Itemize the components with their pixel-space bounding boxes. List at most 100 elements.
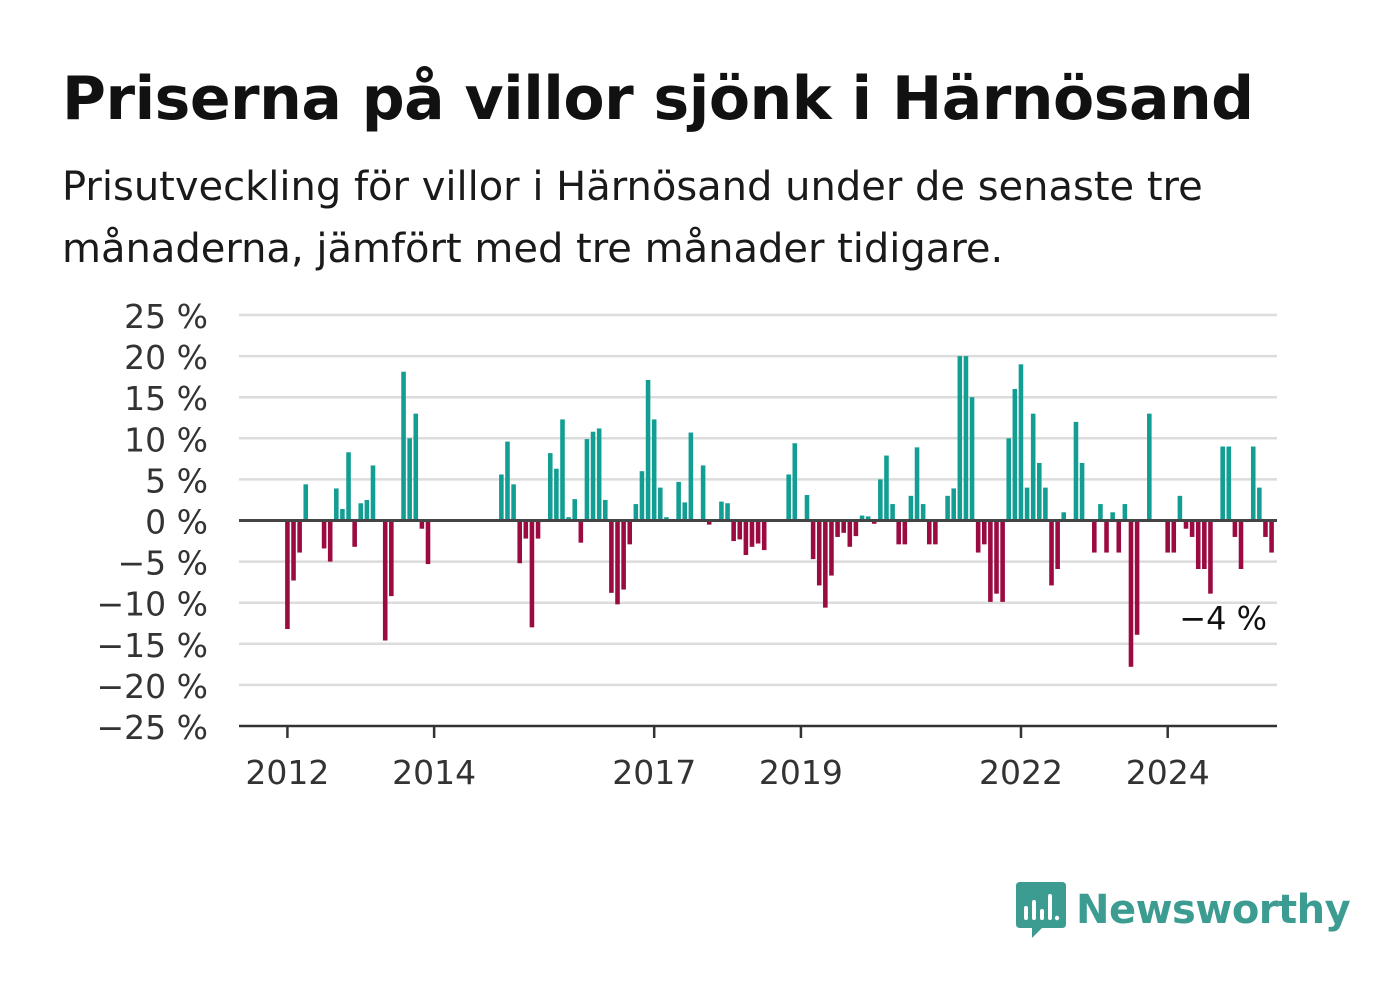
bar — [566, 517, 571, 521]
bar — [658, 487, 663, 521]
bar — [1269, 520, 1274, 553]
bar — [1250, 446, 1256, 521]
bar — [303, 484, 309, 521]
bar — [1195, 520, 1201, 569]
bar — [1171, 520, 1177, 553]
bar — [786, 474, 791, 521]
bar — [609, 520, 614, 593]
bar — [590, 431, 596, 521]
bar — [554, 468, 559, 521]
bar — [633, 504, 639, 521]
bar — [1226, 446, 1232, 521]
bar — [401, 371, 406, 521]
bar — [1061, 512, 1067, 521]
bar — [425, 520, 431, 565]
bar — [719, 501, 724, 521]
bar — [511, 484, 516, 521]
bar — [1006, 438, 1012, 521]
bar — [1037, 462, 1042, 521]
bar — [499, 474, 504, 521]
bar — [1116, 520, 1122, 553]
bar — [1232, 520, 1238, 537]
y-tick-label: −20 % — [97, 667, 209, 706]
bar — [505, 441, 510, 521]
bar-chart-speech-bubble-icon — [1016, 882, 1066, 938]
bar — [1073, 421, 1079, 521]
bar — [1018, 364, 1024, 521]
bar — [364, 499, 370, 521]
bar — [829, 520, 834, 576]
bar — [1092, 520, 1097, 553]
y-tick-label: −5 % — [118, 544, 209, 583]
bar — [1238, 520, 1244, 569]
bar — [792, 443, 798, 521]
bar — [994, 520, 999, 594]
bar — [1183, 520, 1189, 529]
bar — [951, 488, 956, 521]
bar — [340, 508, 345, 521]
logo-wordmark: Newsworthy — [1076, 887, 1351, 933]
bar — [584, 439, 590, 521]
y-tick-label: 25 % — [124, 297, 208, 336]
bar — [627, 520, 633, 545]
bar — [920, 504, 926, 521]
bar — [969, 397, 975, 521]
bar — [896, 520, 901, 545]
chart-title: Priserna på villor sjönk i Härnösand — [62, 64, 1254, 134]
bar — [297, 520, 302, 553]
bar — [926, 520, 932, 545]
bar — [1165, 520, 1170, 553]
bar — [291, 520, 296, 581]
bar — [859, 515, 865, 521]
bar — [878, 479, 883, 521]
bar — [529, 520, 535, 628]
bar — [1049, 520, 1054, 586]
bar — [535, 520, 541, 539]
bar — [596, 428, 602, 521]
bar — [737, 520, 743, 540]
bar — [706, 520, 712, 525]
y-tick-label: 0 % — [145, 503, 208, 542]
x-tick-label: 2019 — [759, 753, 843, 792]
x-tick-label: 2012 — [245, 753, 329, 792]
bar — [957, 356, 963, 521]
bar — [810, 520, 816, 560]
bar — [651, 419, 657, 521]
x-tick-label: 2024 — [1126, 753, 1210, 792]
bar — [749, 520, 755, 547]
x-tick-label: 2014 — [392, 753, 476, 792]
bar — [933, 520, 938, 545]
bar — [725, 503, 730, 521]
bar — [676, 481, 681, 521]
bar — [621, 520, 626, 590]
bar — [334, 488, 339, 521]
bar — [835, 520, 840, 537]
bar — [841, 520, 846, 533]
bar — [865, 516, 871, 521]
chart-subtitle: Prisutveckling för villor i Härnösand un… — [62, 164, 1203, 272]
bar — [547, 453, 553, 521]
bar — [1030, 413, 1036, 521]
bar — [743, 520, 749, 556]
bar — [688, 432, 694, 521]
bar — [352, 520, 357, 547]
bar — [321, 520, 327, 549]
bar — [1177, 495, 1183, 521]
bar — [1104, 520, 1109, 553]
bar — [370, 465, 376, 521]
y-tick-label: −15 % — [97, 626, 209, 665]
bar — [1202, 520, 1207, 569]
bar — [1122, 504, 1128, 521]
bar — [346, 452, 351, 521]
x-tick-label: 2022 — [979, 753, 1063, 792]
bar — [1220, 446, 1225, 521]
bar — [908, 495, 914, 521]
bar — [523, 520, 529, 539]
bar — [419, 520, 425, 529]
bar — [389, 520, 394, 597]
bar — [639, 471, 645, 521]
bar — [1043, 487, 1048, 521]
y-tick-label: −10 % — [97, 585, 209, 624]
bar — [804, 495, 810, 521]
bar — [853, 520, 859, 537]
